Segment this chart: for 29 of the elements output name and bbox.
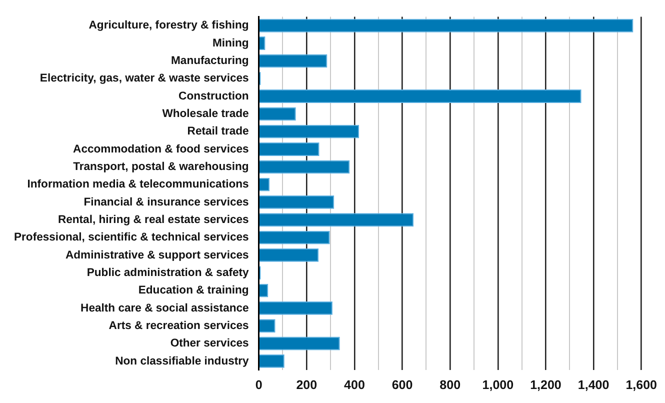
y-tick-label: Financial & insurance services: [84, 196, 249, 208]
x-tick-label: 1,400: [578, 378, 610, 392]
y-tick-label: Construction: [178, 90, 249, 102]
y-tick-label: Rental, hiring & real estate services: [58, 214, 249, 226]
y-tick-label: Administrative & support services: [66, 249, 249, 262]
x-tick-label: 600: [392, 378, 413, 392]
x-tick-label: 800: [440, 378, 461, 392]
y-tick-label: Information media & telecommunications: [27, 178, 249, 191]
y-tick-label: Accommodation & food services: [73, 143, 249, 156]
y-tick-label: Non classifiable industry: [115, 355, 250, 368]
y-tick-label: Professional, scientific & technical services: [14, 232, 249, 244]
y-tick-label: Education & training: [138, 284, 249, 297]
y-tick-label: Health care & social assistance: [80, 302, 249, 314]
y-tick-label: Manufacturing: [171, 55, 249, 68]
y-tick-label: Electricity, gas, water & waste services: [40, 72, 249, 85]
x-tick-label: 1,600: [626, 378, 658, 392]
x-tick-label: 1,000: [482, 378, 514, 392]
x-tick-label: 1,200: [530, 378, 562, 392]
y-tick-label: Retail trade: [187, 126, 249, 138]
x-tick-label: 200: [296, 378, 318, 392]
x-tick-label: 0: [255, 378, 262, 392]
y-tick-label: Arts & recreation services: [108, 320, 249, 332]
y-tick-label: Other services: [170, 338, 249, 350]
y-tick-label: Wholesale trade: [162, 108, 249, 120]
y-tick-label: Mining: [212, 37, 249, 50]
y-tick-label: Transport, postal & warehousing: [73, 161, 249, 174]
x-tick-label: 400: [344, 378, 365, 392]
y-tick-label: Agriculture, forestry & fishing: [88, 20, 249, 32]
y-tick-label: Public administration & safety: [86, 266, 250, 279]
